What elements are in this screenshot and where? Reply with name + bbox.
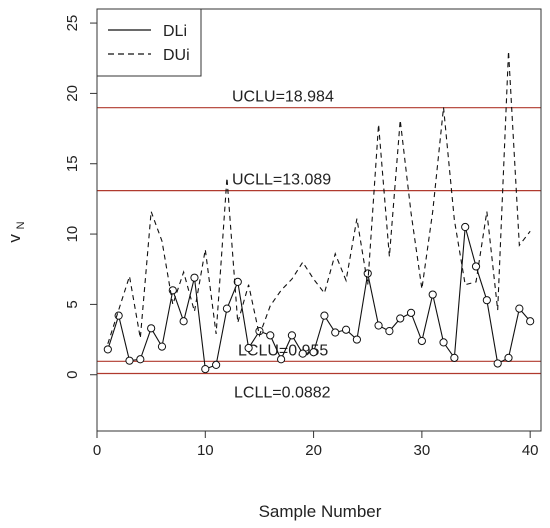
- data-point: [136, 355, 145, 364]
- data-point: [374, 321, 383, 330]
- axes: 0 10 20 30 40 0 5 10 15 20 25: [64, 8, 542, 459]
- control-limit-label: LCLL=0.0882: [234, 384, 331, 401]
- data-point: [276, 355, 286, 364]
- series-line-dui: [107, 51, 531, 344]
- data-point: [461, 222, 470, 232]
- data-point: [493, 359, 502, 368]
- data-point: [428, 290, 437, 299]
- data-point: [114, 311, 123, 320]
- y-axis-title-main: v: [5, 234, 24, 243]
- data-point: [125, 356, 134, 365]
- data-point: [352, 335, 362, 344]
- y-tick-label: 10: [64, 226, 81, 243]
- data-point: [255, 327, 264, 336]
- data-point: [222, 304, 232, 313]
- data-point: [147, 324, 156, 333]
- data-point: [515, 304, 524, 313]
- legend-label: DUi: [163, 47, 190, 64]
- data-point: [341, 325, 351, 334]
- x-tick-label: 10: [197, 442, 214, 459]
- series-line-dli: [107, 226, 531, 370]
- data-point: [298, 349, 307, 358]
- data-point: [201, 365, 210, 374]
- data-point: [331, 328, 340, 337]
- y-tick-label: 20: [64, 85, 81, 102]
- data-point: [244, 343, 253, 353]
- data-point: [212, 360, 221, 369]
- data-point: [287, 331, 297, 340]
- legend-box: [96, 8, 202, 77]
- control-limit-lines: UCLU=18.984UCLL=13.089LCLU=0.955LCLL=0.0…: [97, 89, 541, 401]
- data-point: [482, 296, 491, 305]
- legend-label: DLi: [163, 23, 187, 40]
- data-point: [450, 353, 459, 362]
- y-tick-label: 0: [64, 371, 81, 379]
- data-point: [406, 308, 416, 317]
- data-point: [320, 311, 329, 320]
- legend: DLi DUi: [96, 8, 202, 77]
- data-point: [504, 353, 513, 362]
- data-point: [179, 317, 188, 326]
- y-tick-label: 15: [64, 155, 81, 172]
- control-limit-label: UCLU=18.984: [232, 89, 334, 106]
- series-dli: [103, 222, 535, 374]
- data-point: [385, 327, 394, 336]
- data-point: [190, 273, 199, 282]
- x-tick-label: 30: [414, 442, 431, 459]
- data-point: [157, 342, 167, 351]
- data-point: [309, 348, 318, 357]
- series-layer: [103, 51, 535, 374]
- control-limit-label: UCLL=13.089: [232, 172, 331, 189]
- x-tick-label: 20: [305, 442, 322, 459]
- y-axis-title: v N: [5, 221, 27, 242]
- data-point: [526, 317, 535, 326]
- data-point: [439, 338, 448, 347]
- y-tick-label: 5: [64, 300, 81, 308]
- plot-frame: [96, 8, 542, 432]
- x-tick-label: 40: [522, 442, 539, 459]
- data-point: [417, 336, 426, 346]
- x-tick-label: 0: [93, 442, 101, 459]
- y-tick-label: 25: [64, 15, 81, 32]
- data-point: [396, 314, 405, 323]
- data-point: [471, 262, 481, 271]
- y-axis-title-subscript: N: [15, 221, 27, 229]
- data-point: [266, 331, 275, 340]
- x-axis-title: Sample Number: [259, 502, 382, 521]
- data-point: [103, 345, 112, 354]
- series-dui: [107, 51, 531, 344]
